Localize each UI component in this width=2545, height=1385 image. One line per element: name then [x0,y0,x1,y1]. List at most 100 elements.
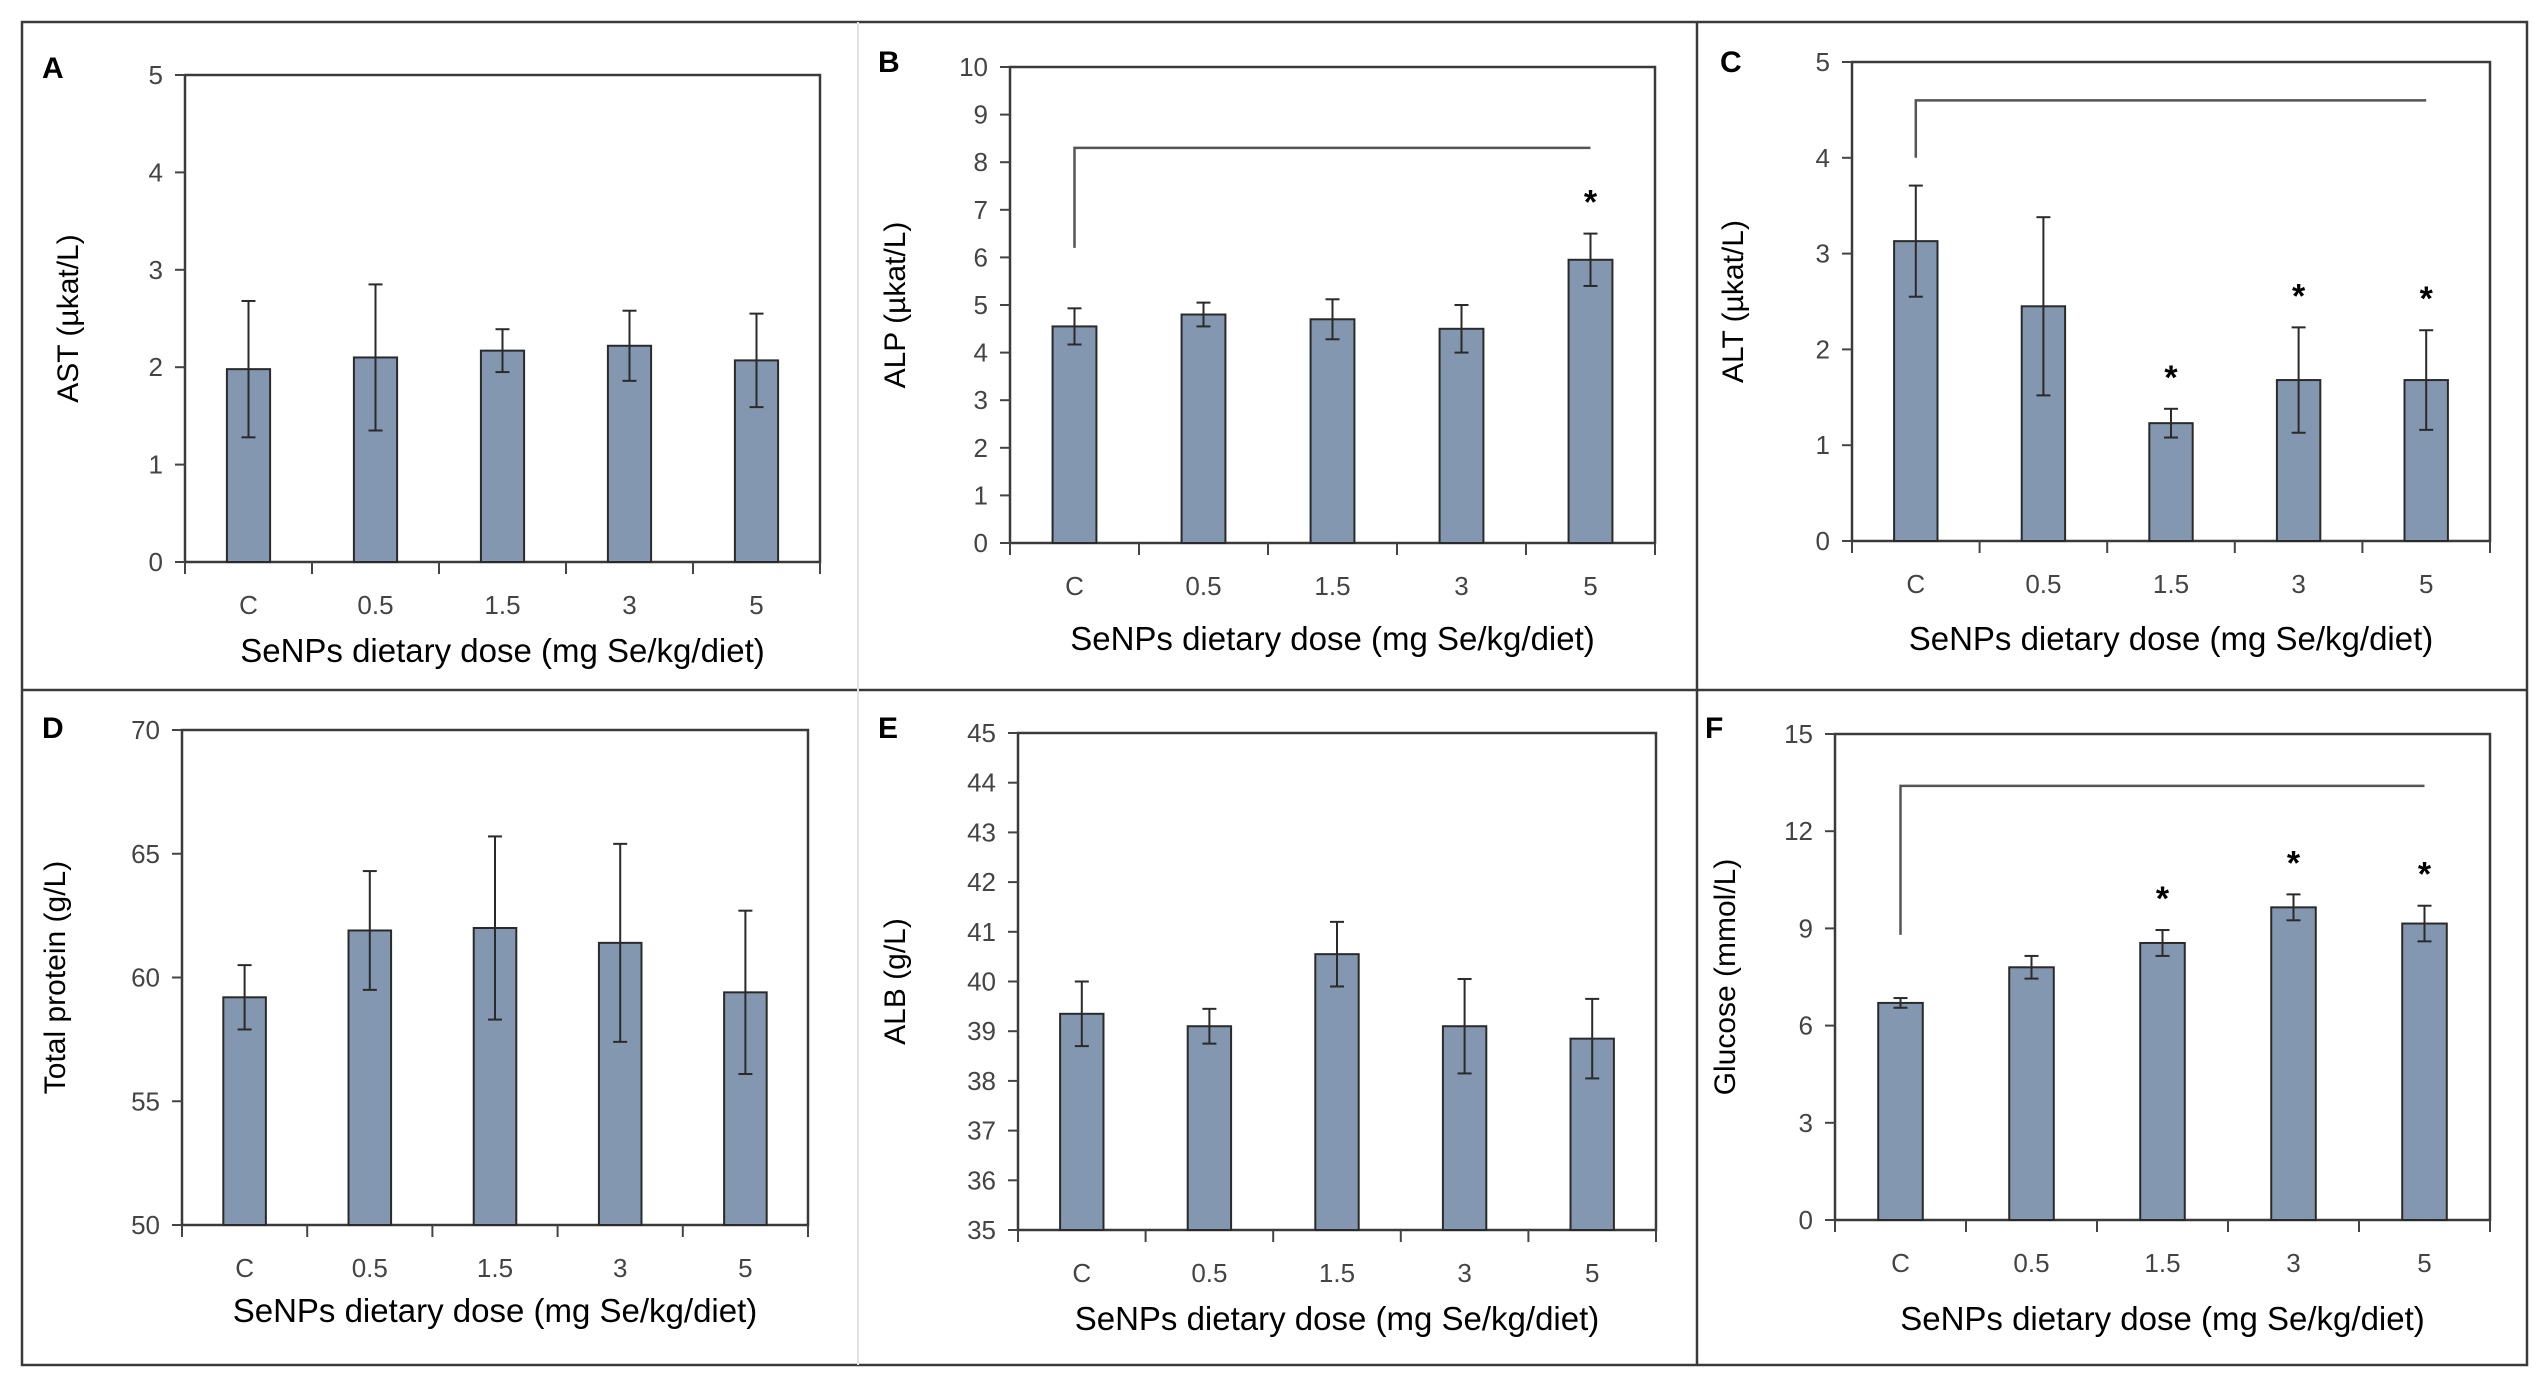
y-tick-label: 3 [974,385,988,415]
significance-marker: * [2156,880,2170,918]
y-tick-label: 5 [974,290,988,320]
significance-marker: * [2164,359,2178,397]
significance-marker: * [2420,280,2434,318]
y-tick-label: 3 [149,255,163,285]
x-tick-label: C [1906,569,1925,599]
y-axis-label: ALB (g/L) [879,918,912,1045]
x-tick-label: 3 [2286,1248,2300,1278]
panel-b: B 0 1 2 3 4 5 6 7 8 9 10 C 0.5 1.5 3 5 * ALP (µkat/L) SeNPs… [878,46,1657,657]
bar-1.5 [1309,318,1356,544]
panel-letter: E [878,712,898,745]
x-tick-label: C [1065,571,1084,601]
x-tick-label: 1.5 [2153,569,2189,599]
y-tick-label: 2 [149,352,163,382]
y-tick-label: 43 [967,817,996,847]
x-tick-label: 1.5 [2144,1248,2180,1278]
y-tick-label: 9 [1799,913,1813,943]
y-tick-label: 0 [149,547,163,577]
y-tick-label: 70 [131,715,160,745]
y-tick-label: 3 [1816,239,1830,269]
y-tick-label: 38 [967,1066,996,1096]
y-tick-label: 39 [967,1016,996,1046]
panel-f: F 0 3 6 9 12 15 C 0.5 1.5 * 3 * 5 * Glucose (mmol/L) SeN… [1705,712,2492,1337]
significance-marker: * [2292,277,2306,315]
y-tick-label: 4 [1816,143,1830,173]
panel-d: D 50 55 60 65 70 C 0.5 1.5 3 5 Total protein (g/L) S… [39,712,810,1329]
bar-1.5 [2139,941,2186,1221]
x-tick-label: 3 [2291,569,2305,599]
y-tick-label: 40 [967,967,996,997]
x-tick-label: 0.5 [2013,1248,2049,1278]
y-tick-label: 2 [974,433,988,463]
y-tick-label: 35 [967,1215,996,1245]
x-tick-label: 0.5 [352,1253,388,1283]
y-axis-label: ALT (µkat/L) [1717,220,1750,383]
y-tick-label: 3 [1799,1108,1813,1138]
y-tick-label: 42 [967,867,996,897]
x-tick-label: 0.5 [1191,1258,1227,1288]
x-tick-label: 3 [1457,1258,1471,1288]
y-tick-label: 65 [131,839,160,869]
y-tick-label: 2 [1816,334,1830,364]
x-tick-label: 0.5 [2025,569,2061,599]
y-tick-label: 50 [131,1210,160,1240]
x-tick-label: 1.5 [1314,571,1350,601]
bar-C [1877,1001,1924,1221]
y-tick-label: 8 [974,147,988,177]
panel-letter: A [42,52,64,85]
bar-3 [1438,327,1485,544]
panel-letter: B [878,46,900,79]
bar-1.5 [2148,422,2194,542]
x-tick-label: C [239,590,258,620]
panel-letter: F [1705,712,1723,745]
bar-1.5 [1314,953,1360,1231]
x-axis-label: SeNPs dietary dose (mg Se/kg/diet) [1900,1300,2425,1337]
y-tick-label: 55 [131,1086,160,1116]
significance-bracket [1914,99,2427,158]
x-tick-label: 1.5 [477,1253,513,1283]
y-tick-label: 10 [959,52,988,82]
y-tick-label: 6 [1799,1011,1813,1041]
figure-border [20,20,2529,1367]
x-tick-label: 3 [613,1253,627,1283]
x-tick-label: 3 [1454,571,1468,601]
x-tick-label: 1.5 [1319,1258,1355,1288]
y-tick-label: 41 [967,917,996,947]
bar-0.5 [347,929,393,1226]
y-tick-label: 12 [1784,816,1813,846]
y-axis-label: Glucose (mmol/L) [1709,859,1742,1096]
y-axis-label: AST (µkat/L) [52,234,85,402]
bar-3 [2270,906,2317,1222]
x-axis-label: SeNPs dietary dose (mg Se/kg/diet) [1070,620,1595,657]
x-tick-label: 1.5 [484,590,520,620]
bar-1.5 [479,349,526,563]
x-tick-label: 5 [1583,571,1597,601]
significance-bracket [1073,146,1591,248]
panel-a: A 0 1 2 3 4 5 C 0.5 1.5 3 5 AST (µkat/L) SeNPs dietar… [42,52,822,669]
y-tick-label: 44 [967,768,996,798]
y-tick-label: 1 [149,450,163,480]
x-tick-label: 5 [1585,1258,1599,1288]
x-axis-label: SeNPs dietary dose (mg Se/kg/diet) [1909,620,2434,657]
y-tick-label: 4 [149,157,163,187]
y-axis-label: ALP (µkat/L) [879,222,912,389]
x-tick-label: 0.5 [1185,571,1221,601]
y-tick-label: 36 [967,1165,996,1195]
y-tick-label: 9 [974,100,988,130]
y-tick-label: 60 [131,963,160,993]
y-tick-label: 7 [974,195,988,225]
bar-5 [2401,922,2448,1221]
bar-0.5 [1186,1025,1233,1231]
y-axis-label: Total protein (g/L) [39,861,72,1094]
panel-letter: D [42,712,64,745]
bar-5 [1569,1037,1615,1232]
bar-0.5 [2008,966,2055,1222]
y-tick-label: 0 [1816,526,1830,556]
significance-marker: * [2418,856,2432,894]
x-tick-label: 5 [2419,569,2433,599]
y-tick-label: 5 [1816,47,1830,77]
y-tick-label: 4 [974,338,988,368]
panel-letter: C [1720,46,1742,79]
